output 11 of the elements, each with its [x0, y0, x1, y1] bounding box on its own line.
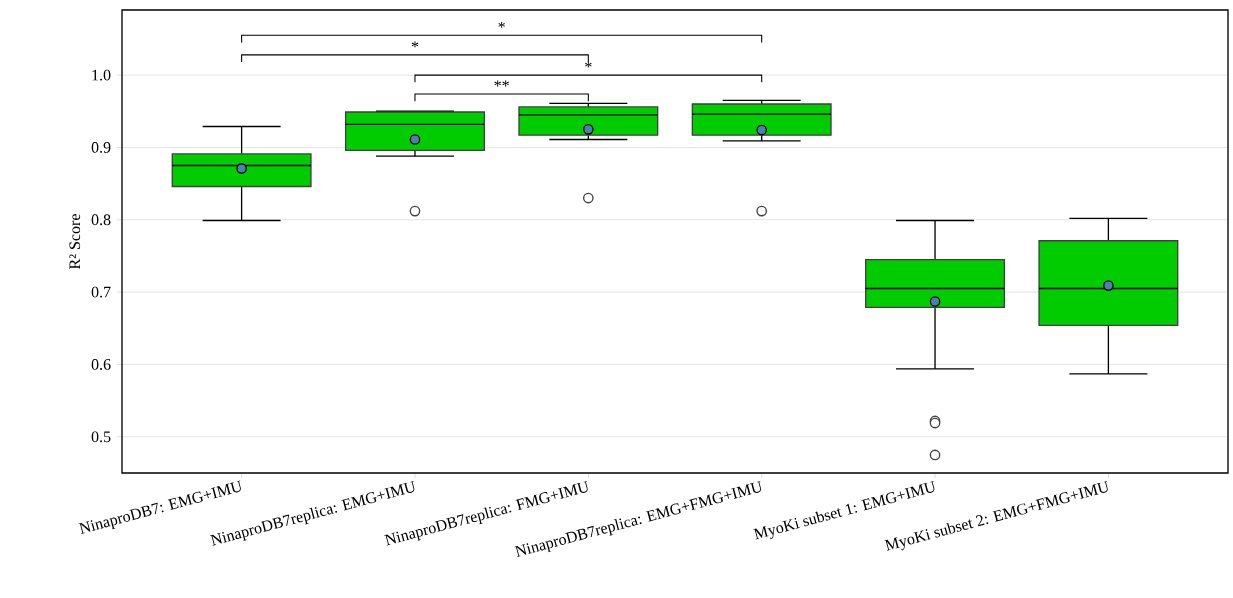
- y-axis-title: R² Score: [69, 214, 81, 269]
- y-tick-label: 0.8: [91, 214, 111, 226]
- y-tick-label: 0.6: [91, 359, 111, 370]
- annotation: *: [585, 61, 592, 68]
- y-tick-label: 0.7: [91, 286, 111, 298]
- y-tick-label: 0.9: [91, 142, 111, 153]
- annotation: *: [498, 21, 505, 28]
- y-tick-label: 0.5: [91, 431, 111, 443]
- annotation: **: [494, 80, 509, 87]
- y-tick-label: 1.0: [92, 69, 111, 81]
- annotation: *: [411, 41, 419, 48]
